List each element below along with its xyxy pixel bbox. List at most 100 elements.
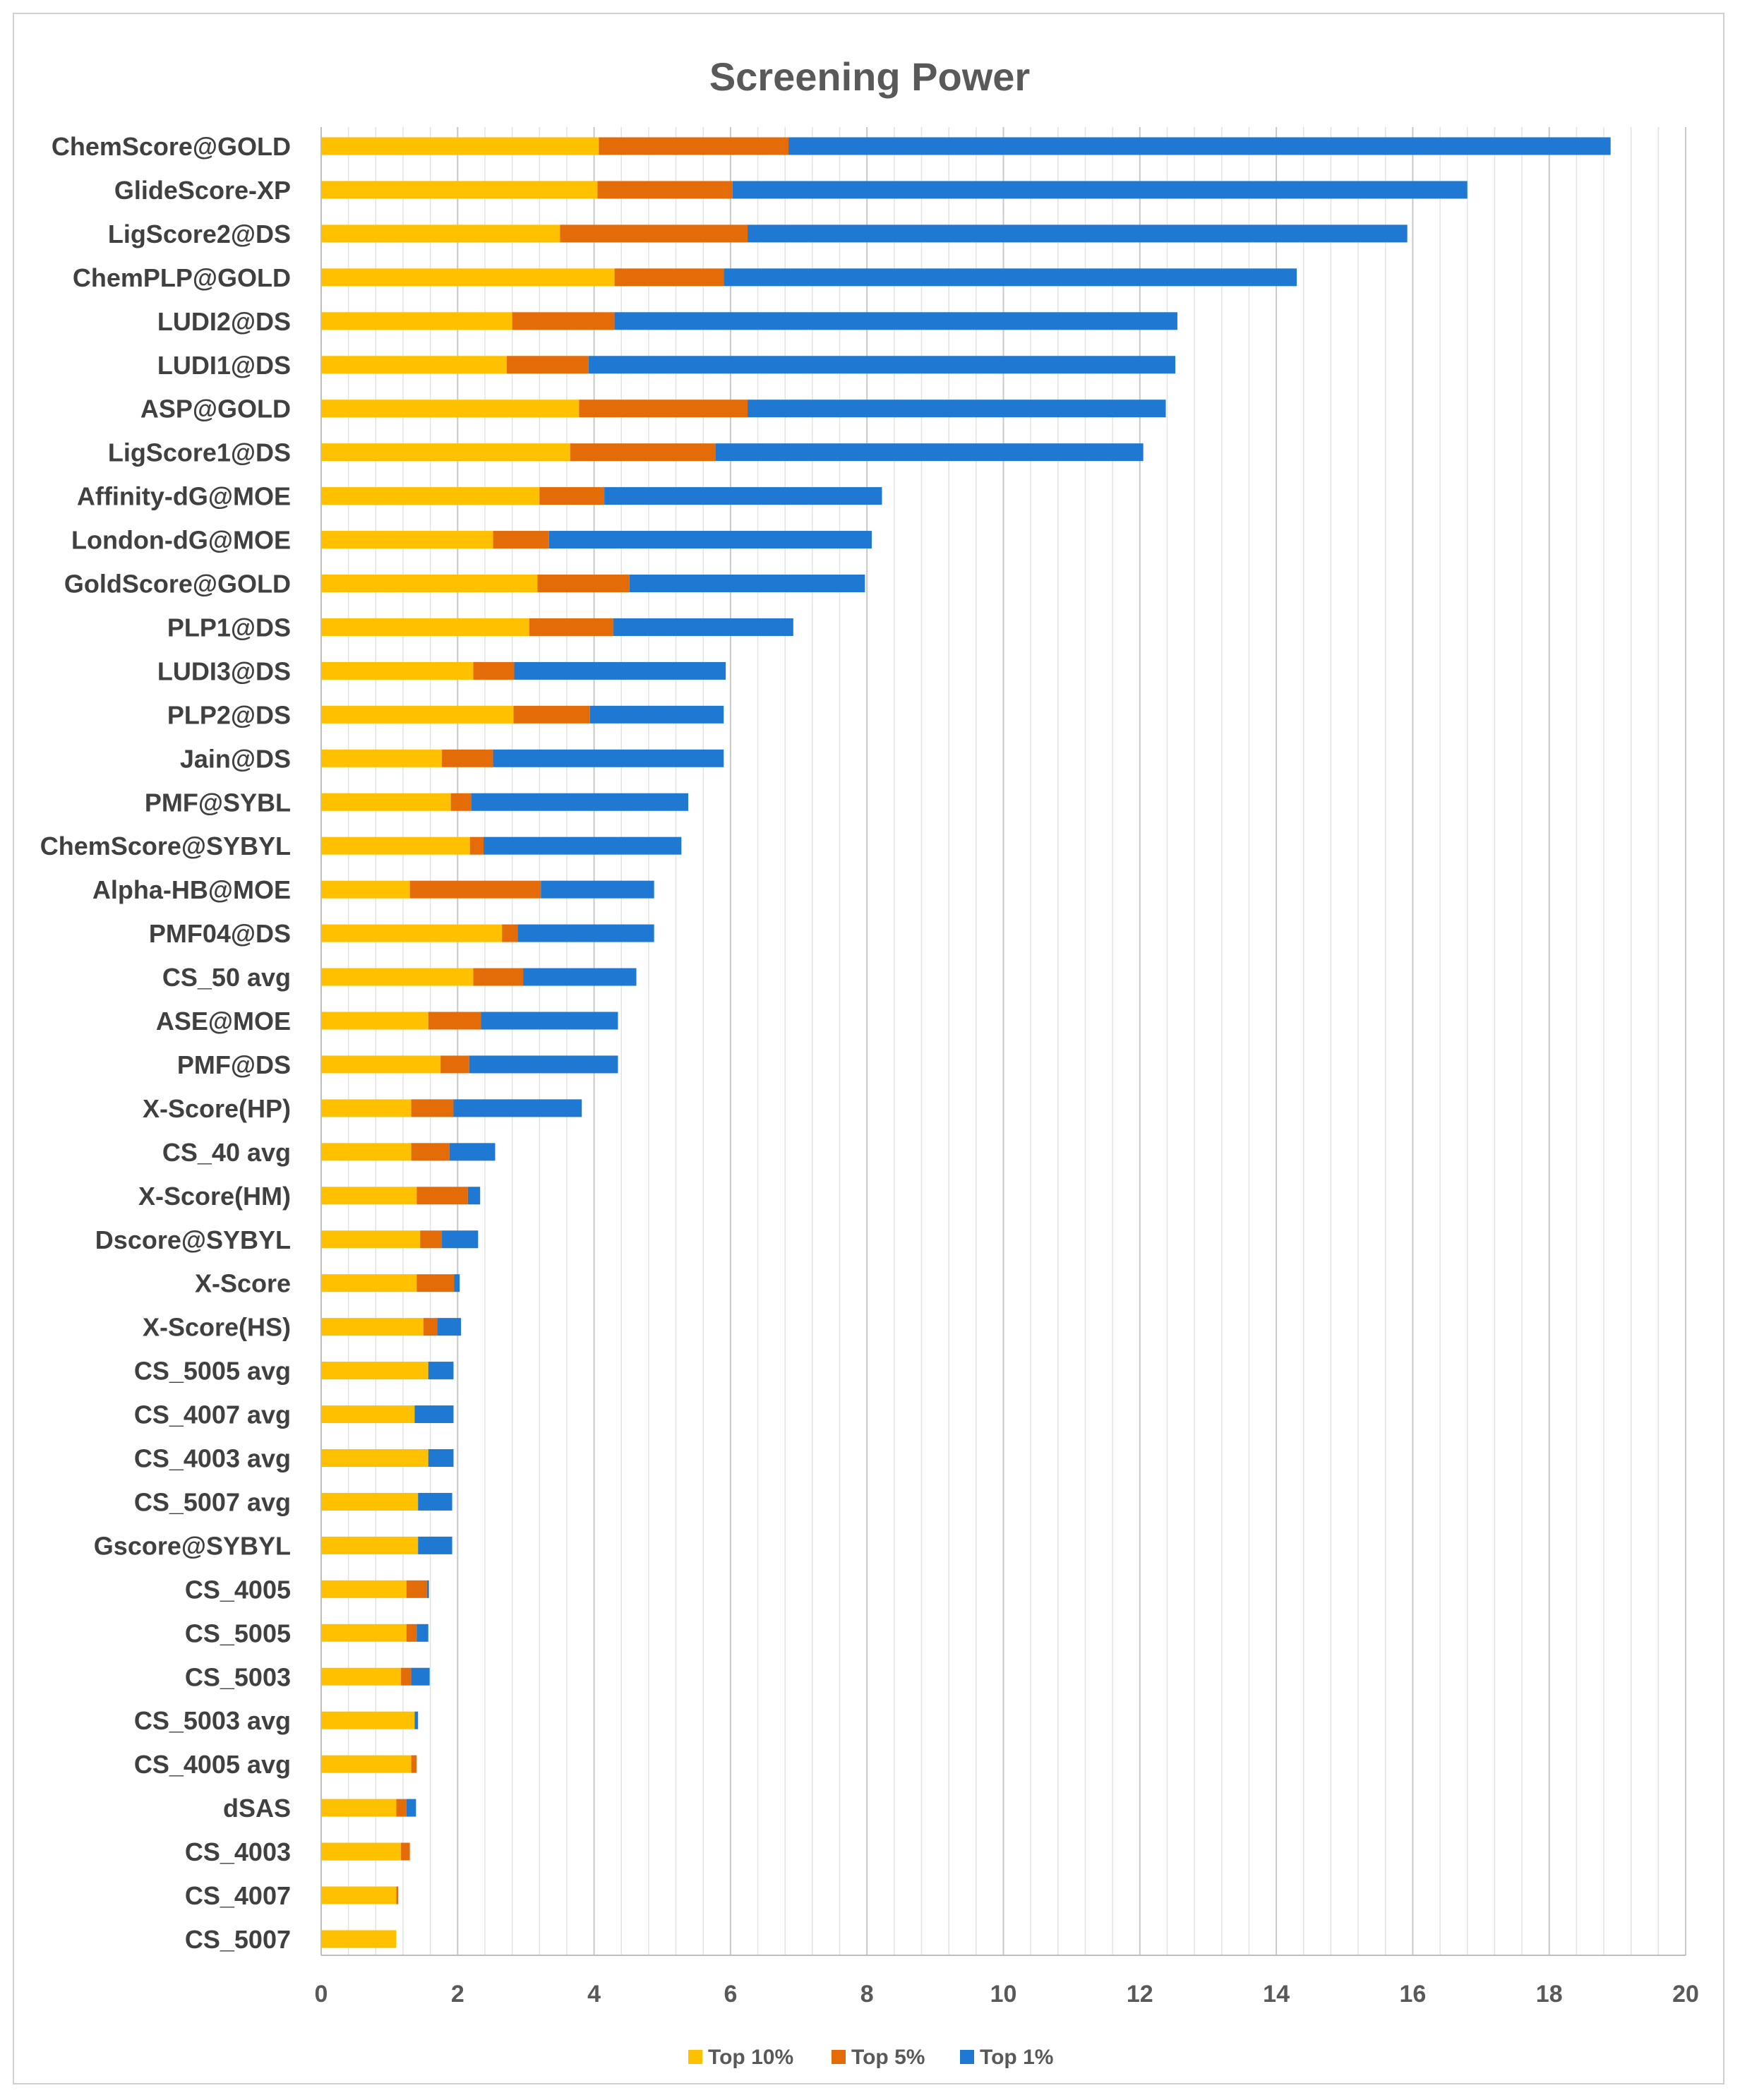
bar-segment-top-1 xyxy=(588,356,1176,374)
category-label: CS_5005 xyxy=(185,1619,291,1648)
bar-segment-top-10 xyxy=(321,1012,428,1030)
bar-segment-top-5 xyxy=(597,181,733,199)
category-label: X-Score(HS) xyxy=(143,1313,291,1342)
bar-segment-top-1 xyxy=(467,1187,481,1205)
bar-segment-top-1 xyxy=(604,487,882,505)
category-label: CS_5003 avg xyxy=(134,1706,291,1735)
bar-segment-top-5 xyxy=(599,137,789,155)
bar-segment-top-5 xyxy=(442,749,493,767)
category-label: CS_4005 avg xyxy=(134,1750,291,1779)
legend-swatch xyxy=(832,2050,846,2064)
bar-segment-top-1 xyxy=(418,1492,452,1511)
bars-group xyxy=(321,137,1611,1948)
bar-segment-top-10 xyxy=(321,312,512,330)
category-label: London-dG@MOE xyxy=(71,526,291,555)
bar-segment-top-1 xyxy=(416,1624,428,1642)
bar-segment-top-10 xyxy=(321,1143,412,1161)
bar-segment-top-5 xyxy=(440,1055,469,1074)
bar-segment-top-1 xyxy=(437,1318,462,1336)
bar-segment-top-10 xyxy=(321,1886,397,1904)
bar-segment-top-1 xyxy=(406,1799,416,1817)
bar-segment-top-10 xyxy=(321,1667,402,1686)
bar-segment-top-10 xyxy=(321,1930,397,1948)
bar-segment-top-1 xyxy=(411,1667,430,1686)
legend-label: Top 5% xyxy=(851,2046,925,2069)
x-tick-label: 8 xyxy=(860,1981,874,2008)
bar-segment-top-10 xyxy=(321,224,560,243)
x-axis-ticks: 0 2 4 6 8 10 12 14 16 18 20 xyxy=(315,1981,1699,2008)
category-label: CS_4003 avg xyxy=(134,1444,291,1473)
bar-segment-top-10 xyxy=(321,1362,428,1380)
bar-segment-top-1 xyxy=(517,924,654,942)
bar-segment-top-1 xyxy=(748,400,1166,418)
bar-segment-top-5 xyxy=(428,1012,481,1030)
gridlines xyxy=(320,127,1686,1956)
bar-segment-top-1 xyxy=(613,618,793,636)
category-label: Gscore@SYBYL xyxy=(94,1531,291,1560)
bar-segment-top-1 xyxy=(484,836,682,855)
category-label: LigScore1@DS xyxy=(108,438,291,467)
bar-segment-top-1 xyxy=(454,1274,460,1292)
category-label: CS_50 avg xyxy=(162,963,291,992)
x-tick-label: 10 xyxy=(990,1981,1017,2008)
bar-segment-top-1 xyxy=(732,181,1468,199)
bar-segment-top-10 xyxy=(321,618,529,636)
bar-segment-top-5 xyxy=(411,1755,417,1773)
bar-segment-top-1 xyxy=(414,1711,419,1729)
bar-segment-top-10 xyxy=(321,1449,428,1467)
category-label: ChemScore@GOLD xyxy=(52,132,291,161)
bar-segment-top-10 xyxy=(321,924,503,942)
bar-segment-top-10 xyxy=(321,1318,424,1336)
chart-title: Screening Power xyxy=(709,54,1030,99)
bar-segment-top-5 xyxy=(406,1624,417,1642)
bar-segment-top-1 xyxy=(453,1099,582,1117)
bar-segment-top-5 xyxy=(570,443,716,462)
x-tick-label: 6 xyxy=(724,1981,737,2008)
bar-segment-top-10 xyxy=(321,268,615,287)
bar-segment-top-10 xyxy=(321,1711,415,1729)
bar-segment-top-10 xyxy=(321,1536,419,1554)
category-label: PMF@DS xyxy=(177,1050,291,1079)
bar-segment-top-1 xyxy=(442,1230,479,1249)
bar-segment-top-5 xyxy=(423,1318,438,1336)
category-label: ChemScore@SYBYL xyxy=(40,832,291,860)
x-tick-label: 14 xyxy=(1263,1981,1290,2008)
bar-segment-top-10 xyxy=(321,137,599,155)
category-label: CS_4007 avg xyxy=(134,1400,291,1429)
bar-segment-top-10 xyxy=(321,749,443,767)
bar-segment-top-10 xyxy=(321,705,514,724)
category-label: CS_4003 xyxy=(185,1837,291,1866)
category-label: CS_5005 avg xyxy=(134,1357,291,1386)
bar-segment-top-10 xyxy=(321,400,580,418)
bar-segment-top-5 xyxy=(473,968,524,986)
bar-segment-top-5 xyxy=(512,312,615,330)
bar-segment-top-10 xyxy=(321,1099,412,1117)
bar-segment-top-5 xyxy=(473,661,515,680)
bar-segment-top-10 xyxy=(321,356,507,374)
legend-swatch xyxy=(688,2050,702,2064)
bar-segment-top-5 xyxy=(406,1580,427,1598)
legend-label: Top 1% xyxy=(980,2046,1053,2069)
category-label: Affinity-dG@MOE xyxy=(77,482,291,511)
bar-segment-top-1 xyxy=(541,880,654,899)
bar-segment-top-10 xyxy=(321,793,451,811)
bar-segment-top-5 xyxy=(614,268,724,287)
bar-segment-top-5 xyxy=(506,356,589,374)
bar-segment-top-10 xyxy=(321,1624,407,1642)
category-label: GlideScore-XP xyxy=(114,176,291,205)
bar-segment-top-1 xyxy=(523,968,637,986)
category-label: ASE@MOE xyxy=(156,1007,291,1036)
bar-segment-top-5 xyxy=(502,924,518,942)
bar-segment-top-5 xyxy=(513,705,590,724)
bar-segment-top-10 xyxy=(321,880,410,899)
legend: Top 10% Top 5% Top 1% xyxy=(688,2046,1053,2069)
legend-label: Top 10% xyxy=(708,2046,793,2069)
bar-segment-top-10 xyxy=(321,575,538,592)
bar-segment-top-10 xyxy=(321,1055,441,1074)
bar-segment-top-1 xyxy=(614,312,1177,330)
bar-segment-top-5 xyxy=(529,618,613,636)
bar-segment-top-10 xyxy=(321,487,540,505)
bar-segment-top-5 xyxy=(416,1274,455,1292)
x-tick-label: 0 xyxy=(315,1981,328,2008)
